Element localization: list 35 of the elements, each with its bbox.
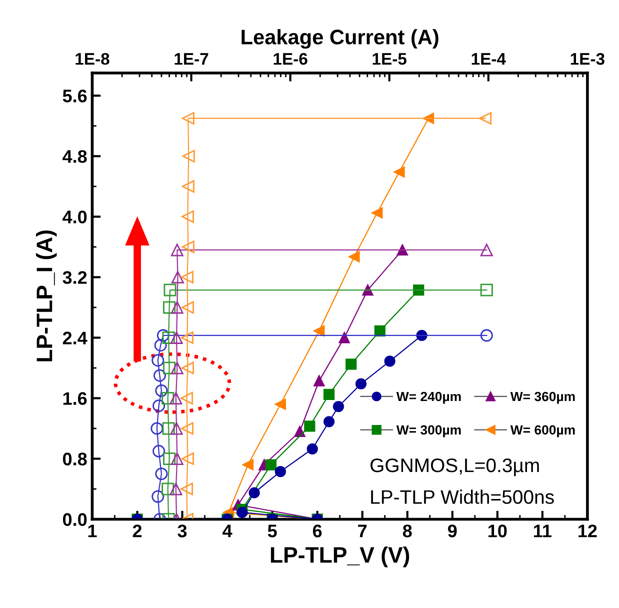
- x-tick-label: 9: [448, 524, 457, 538]
- x2-tick-label: 1E-6: [274, 53, 308, 65]
- legend-label: W= 600µm: [510, 425, 575, 438]
- annotation: GGNMOS,L=0.3µm: [370, 458, 539, 476]
- x-tick-label: 3: [178, 524, 187, 538]
- x-tick-label: 8: [402, 524, 412, 538]
- y-tick-label: 2.4: [62, 332, 88, 344]
- y-tick-label: 4.0: [62, 210, 87, 224]
- x-tick-label: 5: [268, 524, 277, 538]
- x-tick-label: 2: [132, 524, 142, 538]
- y-tick-label: 0.8: [62, 452, 87, 466]
- y-axis-title: LP-TLP_I (A): [36, 230, 57, 362]
- y-tick-label: 4.8: [62, 150, 87, 163]
- x2-tick-label: 1E-5: [372, 53, 406, 65]
- legend-label: W= 300µm: [396, 425, 461, 438]
- x-axis-title: LP-TLP_V (V): [270, 546, 410, 568]
- x2-axis-title: Leakage Current (A): [242, 29, 438, 49]
- y-tick-label: 3.2: [62, 271, 87, 284]
- x2-tick-label: 1E-8: [76, 53, 110, 65]
- y-tick-label: 5.6: [62, 90, 87, 102]
- x-tick-label: 11: [534, 524, 552, 538]
- y-tick-label: 1.6: [63, 392, 87, 405]
- x-tick-label: 6: [312, 524, 322, 538]
- x-tick-label: 12: [578, 524, 597, 538]
- legend-label: W= 360µm: [510, 392, 575, 404]
- x-tick-label: 1: [88, 524, 97, 538]
- x2-tick-label: 1E-4: [472, 53, 506, 65]
- x2-tick-label: 1E-7: [174, 53, 208, 65]
- x2-tick-label: 1E-3: [570, 53, 604, 65]
- x-tick-label: 4: [222, 524, 232, 538]
- y-tick-label: 0.0: [62, 513, 87, 526]
- annotation: LP-TLP Width=500ns: [371, 490, 554, 504]
- x-tick-label: 7: [358, 524, 367, 538]
- legend-label: W= 240µm: [396, 392, 461, 404]
- x-tick-label: 10: [488, 524, 507, 538]
